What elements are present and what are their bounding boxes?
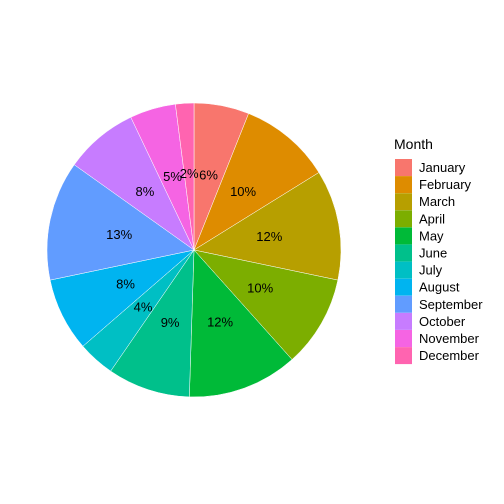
legend-label-january: January: [419, 160, 466, 175]
legend-label-february: February: [419, 177, 472, 192]
pie-slice-december: [175, 102, 195, 251]
slice-label-october: 8%: [136, 184, 155, 199]
legend-label-march: March: [419, 194, 455, 209]
slice-label-july: 4%: [134, 300, 153, 315]
pie-slice-april: [193, 249, 339, 360]
slice-label-january: 6%: [199, 167, 218, 182]
legend-key-april: [395, 210, 412, 228]
legend-key-november: [395, 330, 412, 347]
legend-key-june: [395, 244, 412, 262]
legend-key-july: [395, 261, 412, 279]
slice-label-june: 9%: [161, 315, 180, 330]
slice-label-november: 5%: [163, 169, 182, 184]
legend-label-november: November: [419, 331, 480, 346]
legend-label-april: April: [419, 211, 445, 226]
pie-slice-may: [189, 249, 293, 398]
slice-label-april: 10%: [247, 281, 273, 296]
legend-label-june: June: [419, 246, 447, 261]
pie-slice-june: [110, 249, 195, 398]
legend-key-may: [395, 227, 412, 245]
pie-slice-september: [46, 164, 195, 281]
legend: Month January February March April May June Ju…: [394, 136, 483, 365]
pie-slice-february: [193, 113, 320, 251]
slice-label-february: 10%: [230, 184, 256, 199]
legend-label-october: October: [419, 314, 466, 329]
legend-key-march: [395, 193, 412, 211]
slice-label-may: 12%: [207, 314, 233, 329]
legend-label-september: September: [419, 297, 483, 312]
legend-label-august: August: [419, 280, 460, 295]
legend-key-august: [395, 278, 412, 296]
slice-label-august: 8%: [116, 276, 135, 291]
pie-slice-march: [193, 172, 342, 281]
slice-label-september: 13%: [106, 227, 132, 242]
slice-label-march: 12%: [256, 229, 282, 244]
legend-label-december: December: [419, 348, 480, 363]
pie-slices: [46, 102, 342, 398]
legend-key-february: [395, 176, 412, 194]
legend-key-january: [395, 159, 412, 176]
legend-items: January February March April May June July Augu…: [395, 159, 483, 365]
pie-labels: 6% 10% 12% 10% 12% 9% 4% 8% 13% 8% 5%2%: [106, 166, 283, 330]
legend-key-december: [395, 347, 412, 365]
legend-key-september: [395, 295, 412, 313]
slice-label-december: 2%: [180, 166, 199, 181]
legend-title: Month: [394, 136, 433, 152]
legend-label-may: May: [419, 228, 444, 243]
legend-label-july: July: [419, 263, 443, 278]
legend-key-october: [395, 312, 412, 330]
